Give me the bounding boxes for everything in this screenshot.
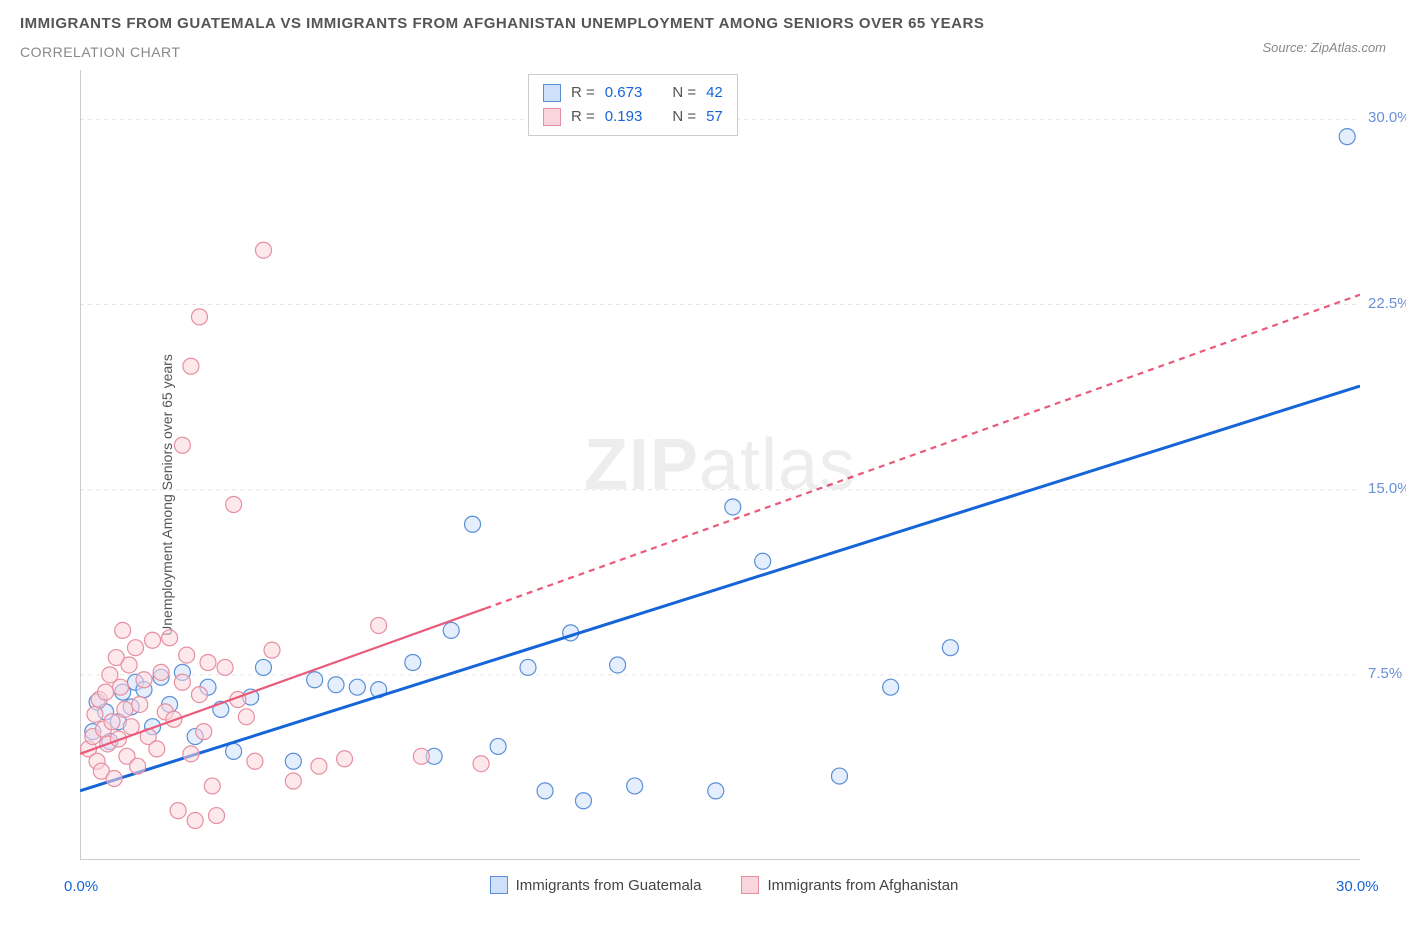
n-value: 57	[706, 105, 723, 129]
n-label: N =	[672, 81, 696, 105]
data-point	[136, 672, 152, 688]
data-point	[337, 751, 353, 767]
data-point	[755, 553, 771, 569]
data-point	[183, 746, 199, 762]
data-point	[473, 756, 489, 772]
y-tick-label: 15.0%	[1368, 480, 1406, 497]
data-point	[132, 696, 148, 712]
data-point	[328, 677, 344, 693]
data-point	[153, 664, 169, 680]
legend-label: Immigrants from Guatemala	[516, 877, 702, 894]
x-end-label: 30.0%	[1336, 878, 1379, 895]
data-point	[226, 743, 242, 759]
data-point	[204, 778, 220, 794]
data-point	[104, 714, 120, 730]
data-point	[610, 657, 626, 673]
series-legend: Immigrants from Guatemala Immigrants from…	[490, 876, 959, 894]
data-point	[123, 719, 139, 735]
data-point	[537, 783, 553, 799]
data-point	[371, 617, 387, 633]
legend-item: Immigrants from Guatemala	[490, 876, 702, 894]
data-point	[349, 679, 365, 695]
data-point	[209, 808, 225, 824]
chart-container: Unemployment Among Seniors over 65 years…	[20, 70, 1380, 920]
legend-item: Immigrants from Afghanistan	[741, 876, 958, 894]
chart-title: IMMIGRANTS FROM GUATEMALA VS IMMIGRANTS …	[20, 12, 984, 36]
data-point	[174, 674, 190, 690]
legend-swatch	[543, 84, 561, 102]
x-origin-label: 0.0%	[64, 878, 98, 895]
y-tick-label: 7.5%	[1368, 665, 1402, 682]
source-label: Source: ZipAtlas.com	[1262, 40, 1386, 55]
r-value: 0.673	[605, 81, 643, 105]
legend-label: Immigrants from Afghanistan	[767, 877, 958, 894]
n-value: 42	[706, 81, 723, 105]
data-point	[520, 659, 536, 675]
r-label: R =	[571, 105, 595, 129]
data-point	[200, 655, 216, 671]
data-point	[145, 632, 161, 648]
data-point	[191, 309, 207, 325]
data-point	[264, 642, 280, 658]
data-point	[942, 640, 958, 656]
data-point	[127, 640, 143, 656]
data-point	[708, 783, 724, 799]
data-point	[1339, 129, 1355, 145]
scatter-plot	[80, 70, 1360, 860]
n-label: N =	[672, 105, 696, 129]
data-point	[196, 724, 212, 740]
legend-swatch	[741, 876, 759, 894]
data-point	[311, 758, 327, 774]
data-point	[285, 773, 301, 789]
legend-swatch	[490, 876, 508, 894]
data-point	[413, 748, 429, 764]
data-point	[106, 771, 122, 787]
data-point	[191, 687, 207, 703]
data-point	[162, 630, 178, 646]
data-point	[121, 657, 137, 673]
data-point	[725, 499, 741, 515]
data-point	[405, 655, 421, 671]
data-point	[117, 701, 133, 717]
legend-swatch	[543, 108, 561, 126]
data-point	[226, 497, 242, 513]
data-point	[285, 753, 301, 769]
data-point	[113, 679, 129, 695]
data-point	[443, 622, 459, 638]
data-point	[465, 516, 481, 532]
data-point	[87, 706, 103, 722]
data-point	[255, 659, 271, 675]
correlation-legend: R = 0.673 N = 42 R = 0.193 N = 57	[528, 74, 738, 136]
data-point	[307, 672, 323, 688]
data-point	[115, 622, 131, 638]
data-point	[831, 768, 847, 784]
data-point	[490, 738, 506, 754]
data-point	[183, 358, 199, 374]
data-point	[170, 803, 186, 819]
data-point	[130, 758, 146, 774]
data-point	[98, 684, 114, 700]
y-tick-label: 30.0%	[1368, 109, 1406, 126]
chart-subtitle: CORRELATION CHART	[20, 44, 984, 60]
data-point	[187, 813, 203, 829]
data-point	[883, 679, 899, 695]
data-point	[149, 741, 165, 757]
data-point	[255, 242, 271, 258]
data-point	[179, 647, 195, 663]
r-value: 0.193	[605, 105, 643, 129]
data-point	[575, 793, 591, 809]
r-label: R =	[571, 81, 595, 105]
data-point	[217, 659, 233, 675]
data-point	[238, 709, 254, 725]
y-tick-label: 22.5%	[1368, 295, 1406, 312]
data-point	[174, 437, 190, 453]
data-point	[627, 778, 643, 794]
data-point	[247, 753, 263, 769]
